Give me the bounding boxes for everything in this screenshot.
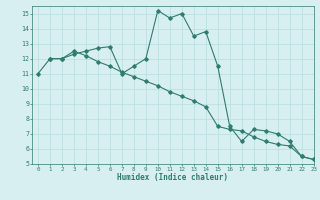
X-axis label: Humidex (Indice chaleur): Humidex (Indice chaleur) xyxy=(117,173,228,182)
